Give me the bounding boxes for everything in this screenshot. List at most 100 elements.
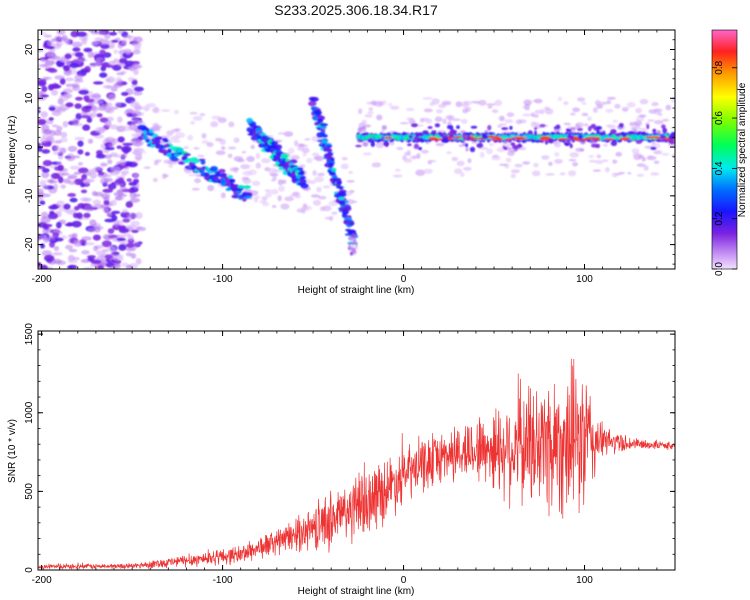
spectrogram-blob: [418, 146, 422, 151]
spectrogram-blob: [489, 135, 500, 139]
spectrogram-blob: [76, 212, 83, 219]
spectrogram-blob: [131, 61, 140, 65]
spectrogram-blob: [312, 199, 322, 206]
spectrogram-blob: [236, 190, 242, 194]
spectrogram-blob: [270, 173, 279, 177]
spectrogram-blob: [200, 159, 206, 165]
spectrogram-blob: [367, 111, 375, 114]
spectrogram-blob: [319, 123, 328, 127]
spectrogram-blob: [48, 106, 56, 111]
spectrogram-blob: [265, 191, 272, 198]
spectrogram-blob: [121, 145, 132, 153]
spectrogram-blob: [328, 162, 334, 167]
spectrogram-blob: [133, 86, 144, 92]
spectrogram-blob: [133, 172, 139, 180]
spectrogram-blob: [71, 41, 83, 48]
spectrogram-blob: [87, 51, 94, 59]
spectrogram-blob: [643, 165, 649, 171]
spectrogram-blob: [438, 104, 447, 109]
spectrogram-heatmap: [38, 30, 675, 269]
spectrogram-blob: [38, 109, 41, 114]
spectrogram-blob: [610, 140, 618, 147]
spectrogram-blob: [530, 112, 535, 117]
spectrogram-blob: [570, 135, 574, 140]
spectrogram-blob: [605, 167, 610, 173]
spectrogram-blob: [383, 141, 390, 147]
spectrogram-blob: [117, 43, 124, 49]
spectrogram-blob: [522, 113, 532, 117]
spectrogram-blob: [503, 139, 508, 144]
spectrogram-blob: [264, 189, 271, 192]
spectrogram-blob: [169, 156, 178, 161]
spectrogram-blob: [74, 103, 82, 109]
spectrogram-blob: [120, 153, 128, 159]
spectrogram-blob: [435, 109, 443, 114]
spectrogram-blob: [605, 108, 614, 113]
spectrogram-blob: [143, 166, 151, 169]
spectrogram-blob: [341, 208, 348, 214]
spectrogram-blob: [280, 203, 290, 210]
spectrogram-blob: [103, 200, 110, 206]
spectrogram-blob: [109, 170, 120, 176]
spectrogram-blob: [131, 41, 142, 47]
spectrogram-blob: [456, 160, 465, 167]
spectrogram-blob: [126, 178, 132, 182]
spectrogram-blob: [626, 102, 636, 108]
spectrogram-blob: [653, 150, 663, 155]
spectrogram-blob: [192, 116, 203, 121]
spectrogram-blob: [65, 244, 73, 250]
spectrogram-blob: [142, 134, 149, 140]
spectrogram-blob: [67, 145, 78, 152]
spectrogram-blob: [77, 149, 84, 155]
spectrogram-blob: [434, 116, 443, 122]
spectrogram-blob: [38, 234, 43, 241]
spectrogram-blob: [102, 234, 113, 240]
snr-x-tick-label: 0: [401, 575, 407, 586]
spectrogram-blob: [56, 125, 63, 132]
spectrogram-blob: [357, 127, 362, 133]
spectrogram-blob: [499, 123, 507, 126]
spectrogram-blob: [243, 185, 252, 189]
snr-x-tick-label: -200: [32, 575, 52, 586]
spectrogram-blob: [47, 212, 59, 220]
colorbar-tick-label: 0.0: [714, 262, 725, 276]
spectrogram-blob: [60, 131, 68, 138]
spectrogram-blob: [427, 159, 433, 165]
spectrogram-blob: [84, 204, 95, 212]
spectrogram-blob: [523, 99, 532, 106]
spectrogram-blob: [605, 124, 612, 128]
spectrogram-blob: [59, 147, 67, 154]
snr-x-tick-label: 100: [576, 575, 593, 586]
spectrogram-blob: [47, 235, 56, 241]
spectrogram-blob: [364, 114, 373, 118]
spectrogram-blob: [237, 185, 245, 189]
spectrogram-blob: [107, 159, 113, 165]
spectrogram-blob: [220, 192, 226, 199]
spectrogram-blob: [548, 161, 553, 166]
spectrogram-blob: [646, 124, 650, 130]
spectrogram-blob: [104, 33, 111, 40]
spectrogram-blob: [540, 108, 545, 115]
spectrogram-blob: [72, 47, 81, 52]
spectrogram-y-tick-label: 10: [24, 92, 35, 104]
snr-y-tick-label: 500: [24, 483, 35, 500]
spectrogram-blob: [368, 107, 374, 112]
spectrogram-blob: [665, 104, 672, 111]
spectrogram-blob: [227, 175, 234, 179]
spectrogram-blob: [38, 196, 44, 202]
spectrogram-blob: [659, 135, 667, 139]
spectrogram-blob: [668, 134, 675, 140]
spectrogram-blob: [96, 113, 103, 118]
spectrogram-blob: [83, 178, 91, 185]
spectrogram-blob: [46, 46, 55, 50]
spectrogram-blob: [487, 124, 492, 131]
spectrogram-blob: [321, 139, 329, 144]
spectrogram-blob: [581, 112, 589, 117]
colorbar-gradient: [711, 29, 738, 270]
spectrogram-blob: [310, 96, 319, 102]
spectrogram-blob: [584, 136, 601, 140]
spectrogram-blob: [579, 148, 585, 152]
spectrogram-blob: [82, 124, 91, 131]
spectrogram-blob: [69, 175, 77, 179]
